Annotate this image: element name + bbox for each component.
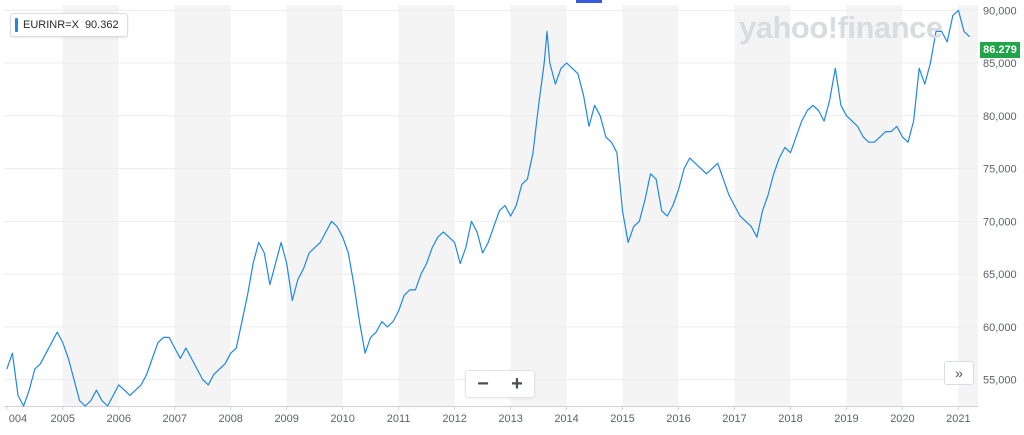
y-tick-label: 85,000 bbox=[983, 58, 1017, 70]
y-tick-label: 55,000 bbox=[983, 375, 1017, 387]
y-tick-label: 80,000 bbox=[983, 111, 1017, 123]
x-tick-label: 2017 bbox=[722, 413, 746, 425]
x-tick-label: 004 bbox=[9, 413, 27, 425]
legend-symbol: EURINR=X bbox=[23, 19, 79, 31]
series-line-EURINR=X bbox=[6, 9, 971, 407]
x-tick-label: 2012 bbox=[442, 413, 466, 425]
x-tick-label: 2016 bbox=[666, 413, 690, 425]
x-tick-label: 2015 bbox=[610, 413, 634, 425]
x-tick-label: 2019 bbox=[834, 413, 858, 425]
y-tick-label: 75,000 bbox=[983, 164, 1017, 176]
year-band bbox=[622, 5, 679, 406]
y-axis: 90,000 85,000 80,000 75,000 70,000 65,000 60,0… bbox=[983, 5, 1017, 386]
year-bands bbox=[62, 5, 978, 406]
legend-value: 90.362 bbox=[84, 19, 119, 31]
year-band bbox=[846, 5, 903, 406]
grid-lines bbox=[4, 9, 978, 407]
x-tick-label: 2009 bbox=[274, 413, 298, 425]
year-band bbox=[286, 5, 343, 406]
zoom-control: − + bbox=[465, 370, 535, 398]
y-tick-label: 60,000 bbox=[983, 322, 1017, 334]
y-tick-label: 90,000 bbox=[983, 5, 1017, 17]
x-tick-label: 2005 bbox=[51, 413, 75, 425]
year-band bbox=[958, 5, 978, 406]
x-tick-label: 2006 bbox=[107, 413, 131, 425]
x-tick-label: 2007 bbox=[162, 413, 186, 425]
expand-chevron-icon[interactable]: » bbox=[944, 361, 974, 385]
x-tick-label: 2021 bbox=[946, 413, 970, 425]
year-band bbox=[510, 5, 567, 406]
zoom-in-button[interactable]: + bbox=[511, 372, 523, 395]
x-tick-label: 2010 bbox=[330, 413, 354, 425]
y-tick-label: 65,000 bbox=[983, 269, 1017, 281]
x-axis: 004 2005 2006 2007 2008 2009 2010 2011 2012 2013 2… bbox=[6, 406, 971, 425]
year-band bbox=[734, 5, 791, 406]
x-tick-label: 2011 bbox=[387, 413, 411, 425]
yahoo-finance-watermark: yahoo!finance bbox=[739, 10, 943, 45]
year-band bbox=[398, 5, 455, 406]
series-layer bbox=[6, 9, 971, 407]
x-tick-label: 2018 bbox=[778, 413, 802, 425]
year-band bbox=[62, 5, 119, 406]
legend[interactable]: EURINR=X 90.362 bbox=[10, 13, 128, 37]
last-price-badge: 86.279 bbox=[980, 42, 1020, 58]
x-tick-label: 2008 bbox=[218, 413, 242, 425]
y-tick-label: 70,000 bbox=[983, 216, 1017, 228]
x-tick-label: 2013 bbox=[498, 413, 522, 425]
x-tick-label: 2020 bbox=[890, 413, 914, 425]
year-band bbox=[174, 5, 231, 406]
zoom-out-button[interactable]: − bbox=[477, 372, 489, 395]
legend-color-swatch bbox=[15, 18, 18, 32]
range-marker bbox=[576, 0, 602, 3]
x-tick-label: 2014 bbox=[554, 413, 578, 425]
